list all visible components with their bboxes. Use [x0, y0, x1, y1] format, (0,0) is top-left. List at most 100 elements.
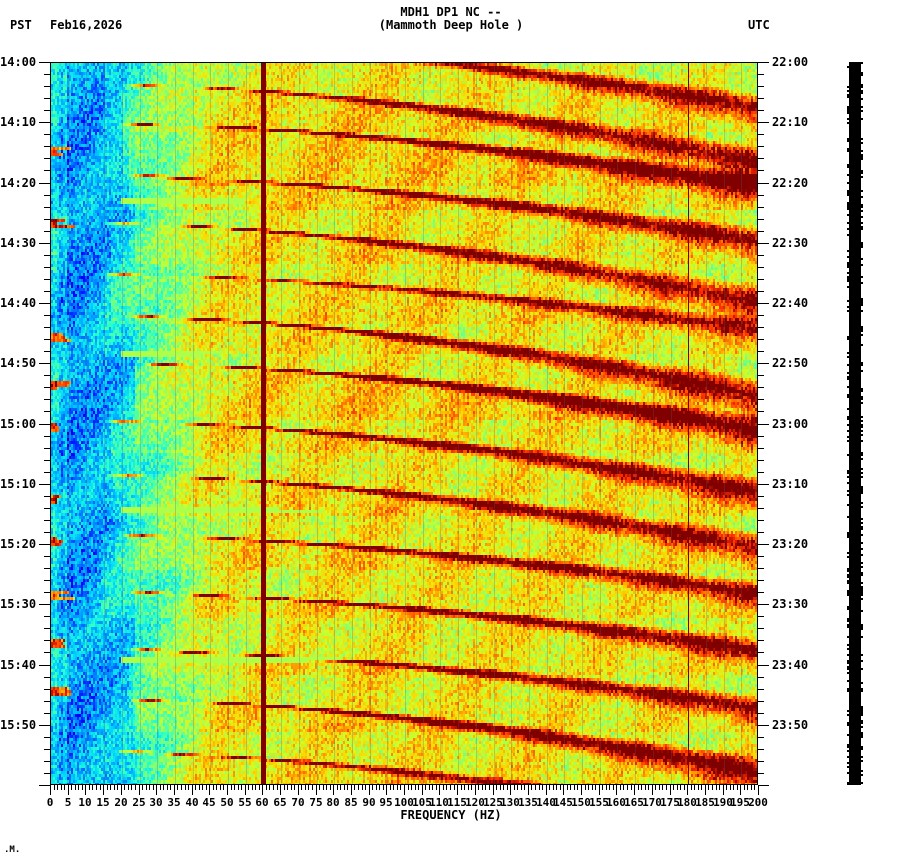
- freq-tick-major: [404, 785, 405, 795]
- time-tick-minor-right: [758, 652, 764, 653]
- time-tick-minor-right: [758, 640, 764, 641]
- freq-tick-minor: [443, 785, 444, 790]
- time-tick-major-left: [39, 183, 50, 184]
- freq-label-165: 165: [624, 796, 644, 809]
- time-tick-minor-left: [44, 652, 50, 653]
- time-tick-minor-right: [758, 158, 764, 159]
- time-label-utc-2200: 22:00: [772, 55, 809, 69]
- freq-tick-minor: [592, 785, 593, 790]
- freq-tick-major: [493, 785, 494, 795]
- freq-tick-major: [209, 785, 210, 795]
- time-label-utc-2210: 22:10: [772, 115, 809, 129]
- time-label-pst-1540: 15:40: [0, 658, 37, 672]
- time-tick-minor-right: [758, 677, 764, 678]
- freq-tick-minor: [602, 785, 603, 790]
- time-tick-minor-left: [44, 616, 50, 617]
- time-tick-minor-right: [758, 689, 764, 690]
- freq-tick-minor: [114, 785, 115, 790]
- freq-tick-minor: [638, 785, 639, 790]
- time-tick-major-right: [758, 363, 769, 364]
- freq-tick-major: [156, 785, 157, 795]
- time-tick-minor-left: [44, 689, 50, 690]
- freq-label-75: 75: [309, 796, 323, 809]
- freq-tick-minor: [556, 785, 557, 790]
- freq-tick-minor: [482, 785, 483, 790]
- freq-tick-minor: [408, 785, 409, 790]
- time-tick-minor-right: [758, 110, 764, 111]
- corner-mark: .M.: [4, 845, 21, 855]
- freq-tick-minor: [248, 785, 249, 790]
- freq-tick-minor: [238, 785, 239, 790]
- time-label-pst-1420: 14:20: [0, 176, 37, 190]
- time-tick-major-right: [758, 785, 769, 786]
- freq-tick-minor: [691, 785, 692, 790]
- freq-label-135: 135: [518, 796, 538, 809]
- freq-label-55: 55: [238, 796, 252, 809]
- time-label-utc-2220: 22:20: [772, 176, 809, 190]
- time-tick-minor-left: [44, 279, 50, 280]
- freq-tick-minor: [78, 785, 79, 790]
- freq-tick-minor: [730, 785, 731, 790]
- freq-tick-minor: [588, 785, 589, 790]
- time-tick-minor-right: [758, 98, 764, 99]
- amplitude-clip-bar: [847, 62, 863, 785]
- freq-label-0: 0: [46, 796, 54, 809]
- freq-tick-major: [652, 785, 653, 795]
- freq-tick-minor: [383, 785, 384, 790]
- freq-tick-major: [616, 785, 617, 795]
- freq-tick-major: [528, 785, 529, 795]
- time-tick-major-left: [39, 544, 50, 545]
- time-tick-minor-right: [758, 327, 764, 328]
- freq-label-170: 170: [642, 796, 662, 809]
- time-label-utc-2320: 23:20: [772, 537, 809, 551]
- time-label-pst-1400: 14:00: [0, 55, 37, 69]
- freq-tick-major: [103, 785, 104, 795]
- time-tick-minor-left: [44, 436, 50, 437]
- time-tick-minor-left: [44, 387, 50, 388]
- freq-tick-major: [422, 785, 423, 795]
- freq-tick-minor: [308, 785, 309, 790]
- time-tick-minor-right: [758, 219, 764, 220]
- freq-tick-minor: [627, 785, 628, 790]
- freq-tick-minor: [567, 785, 568, 790]
- freq-tick-minor: [64, 785, 65, 790]
- time-tick-minor-left: [44, 773, 50, 774]
- freq-tick-minor: [231, 785, 232, 790]
- freq-tick-minor: [220, 785, 221, 790]
- time-label-utc-2230: 22:30: [772, 236, 809, 250]
- time-label-utc-2250: 22:50: [772, 356, 809, 370]
- time-tick-minor-right: [758, 761, 764, 762]
- freq-tick-major: [298, 785, 299, 795]
- freq-tick-major: [227, 785, 228, 795]
- freq-label-160: 160: [606, 796, 626, 809]
- time-tick-major-left: [39, 243, 50, 244]
- time-tick-minor-right: [758, 86, 764, 87]
- time-tick-minor-left: [44, 532, 50, 533]
- freq-tick-minor: [195, 785, 196, 790]
- time-tick-minor-right: [758, 520, 764, 521]
- freq-tick-minor: [57, 785, 58, 790]
- freq-tick-major: [85, 785, 86, 795]
- time-label-pst-1450: 14:50: [0, 356, 37, 370]
- freq-tick-major: [316, 785, 317, 795]
- freq-tick-minor: [450, 785, 451, 790]
- freq-tick-major: [705, 785, 706, 795]
- time-tick-minor-left: [44, 749, 50, 750]
- freq-tick-minor: [259, 785, 260, 790]
- freq-tick-minor: [577, 785, 578, 790]
- freq-label-180: 180: [677, 796, 697, 809]
- freq-tick-minor: [319, 785, 320, 790]
- freq-tick-minor: [153, 785, 154, 790]
- time-tick-minor-right: [758, 146, 764, 147]
- freq-tick-minor: [694, 785, 695, 790]
- time-tick-minor-left: [44, 411, 50, 412]
- freq-tick-minor: [326, 785, 327, 790]
- spectrogram-plot-area[interactable]: [50, 62, 758, 785]
- freq-tick-minor: [354, 785, 355, 790]
- time-tick-minor-right: [758, 616, 764, 617]
- freq-tick-minor: [312, 785, 313, 790]
- freq-tick-minor: [698, 785, 699, 790]
- time-tick-minor-left: [44, 134, 50, 135]
- freq-tick-major: [475, 785, 476, 795]
- freq-tick-minor: [631, 785, 632, 790]
